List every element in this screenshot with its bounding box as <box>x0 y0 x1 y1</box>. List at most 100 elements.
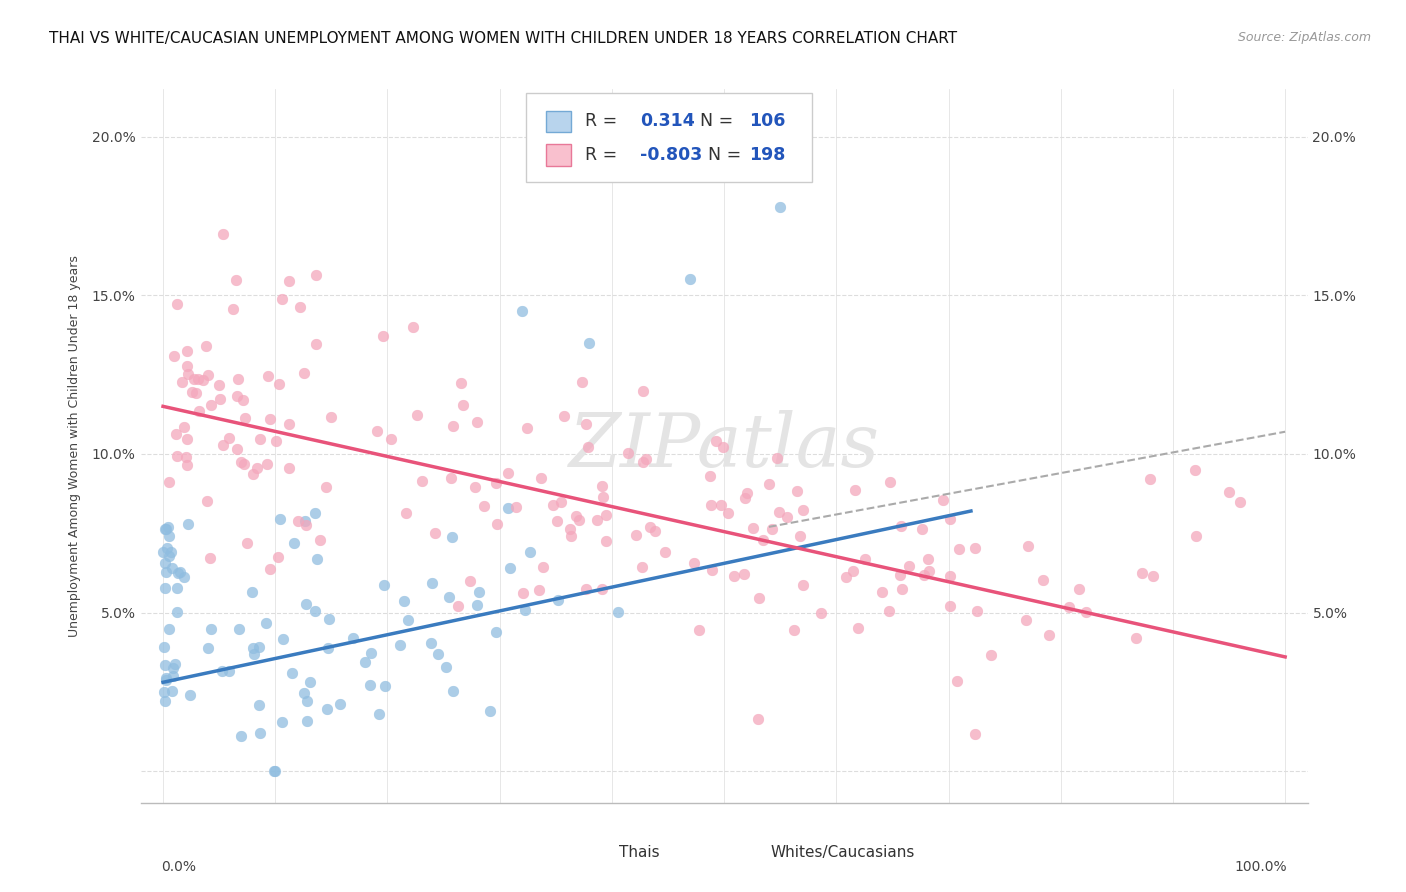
Point <box>155 673 177 688</box>
Point <box>890 582 912 596</box>
Point <box>1057 599 1080 614</box>
Point <box>527 583 550 598</box>
Point <box>479 704 502 718</box>
Point <box>212 438 235 452</box>
Point <box>617 446 640 460</box>
Point <box>211 664 233 678</box>
Point <box>879 475 901 489</box>
Point <box>789 529 811 543</box>
Point <box>395 506 418 520</box>
Text: -0.803: -0.803 <box>640 146 703 164</box>
Point <box>434 660 457 674</box>
Point <box>263 764 285 778</box>
Point <box>264 434 287 448</box>
Point <box>297 714 319 729</box>
Point <box>592 490 614 504</box>
Point <box>186 386 208 401</box>
Point <box>1038 627 1060 641</box>
Point <box>810 606 832 620</box>
Point <box>917 552 939 566</box>
Point <box>519 545 541 559</box>
Point <box>305 552 328 566</box>
Point <box>225 273 247 287</box>
Point <box>366 424 388 438</box>
Point <box>474 500 496 514</box>
Point <box>441 684 464 698</box>
Point <box>420 636 443 650</box>
Point <box>441 530 464 544</box>
Point <box>510 304 533 318</box>
Point <box>271 632 294 647</box>
Point <box>441 419 464 434</box>
Text: Thais: Thais <box>619 846 659 860</box>
Point <box>226 442 249 457</box>
Point <box>1032 573 1054 587</box>
Text: THAI VS WHITE/CAUCASIAN UNEMPLOYMENT AMONG WOMEN WITH CHILDREN UNDER 18 YEARS CO: THAI VS WHITE/CAUCASIAN UNEMPLOYMENT AMO… <box>49 31 957 46</box>
Text: 198: 198 <box>748 146 785 164</box>
Point <box>388 638 411 652</box>
Point <box>232 393 254 408</box>
Point <box>426 647 449 661</box>
Point <box>271 715 294 730</box>
Point <box>716 506 738 520</box>
Point <box>243 647 266 661</box>
Point <box>277 417 299 431</box>
Point <box>769 200 792 214</box>
Point <box>932 492 955 507</box>
Point <box>380 432 402 446</box>
Point <box>1139 472 1161 486</box>
Point <box>742 521 765 535</box>
Point <box>187 372 209 386</box>
Point <box>295 517 318 532</box>
Point <box>911 522 934 536</box>
Point <box>177 517 200 532</box>
Point <box>631 384 654 399</box>
Point <box>247 640 270 655</box>
Point <box>316 640 339 655</box>
Point <box>1185 529 1208 543</box>
Point <box>422 575 444 590</box>
Point <box>181 385 204 400</box>
Point <box>193 373 215 387</box>
Point <box>176 432 198 446</box>
Point <box>758 477 780 491</box>
Point <box>679 272 702 286</box>
Point <box>157 529 180 543</box>
Point <box>200 622 222 636</box>
Point <box>776 510 799 524</box>
Point <box>318 612 340 626</box>
Point <box>179 688 201 702</box>
Point <box>889 568 911 582</box>
Point <box>254 616 277 631</box>
Point <box>157 475 180 489</box>
Point <box>174 450 197 464</box>
Point <box>699 498 721 512</box>
Point <box>768 505 790 519</box>
Point <box>565 508 588 523</box>
Point <box>160 561 183 575</box>
Point <box>153 522 176 536</box>
Point <box>786 484 808 499</box>
Point <box>844 483 866 498</box>
Point <box>153 556 176 570</box>
Point <box>735 486 758 500</box>
Point <box>166 297 188 311</box>
Point <box>153 685 176 699</box>
FancyBboxPatch shape <box>735 841 762 864</box>
Point <box>166 606 188 620</box>
Point <box>233 458 256 472</box>
Point <box>877 604 900 618</box>
Point <box>295 597 318 611</box>
Point <box>467 585 489 599</box>
Point <box>890 519 912 533</box>
FancyBboxPatch shape <box>526 93 811 182</box>
Point <box>226 372 249 386</box>
Point <box>496 466 519 480</box>
Point <box>546 514 568 528</box>
Point <box>264 764 287 778</box>
Point <box>198 550 221 565</box>
Point <box>636 452 658 467</box>
Point <box>946 674 969 689</box>
Point <box>1015 613 1038 627</box>
Text: Source: ZipAtlas.com: Source: ZipAtlas.com <box>1237 31 1371 45</box>
